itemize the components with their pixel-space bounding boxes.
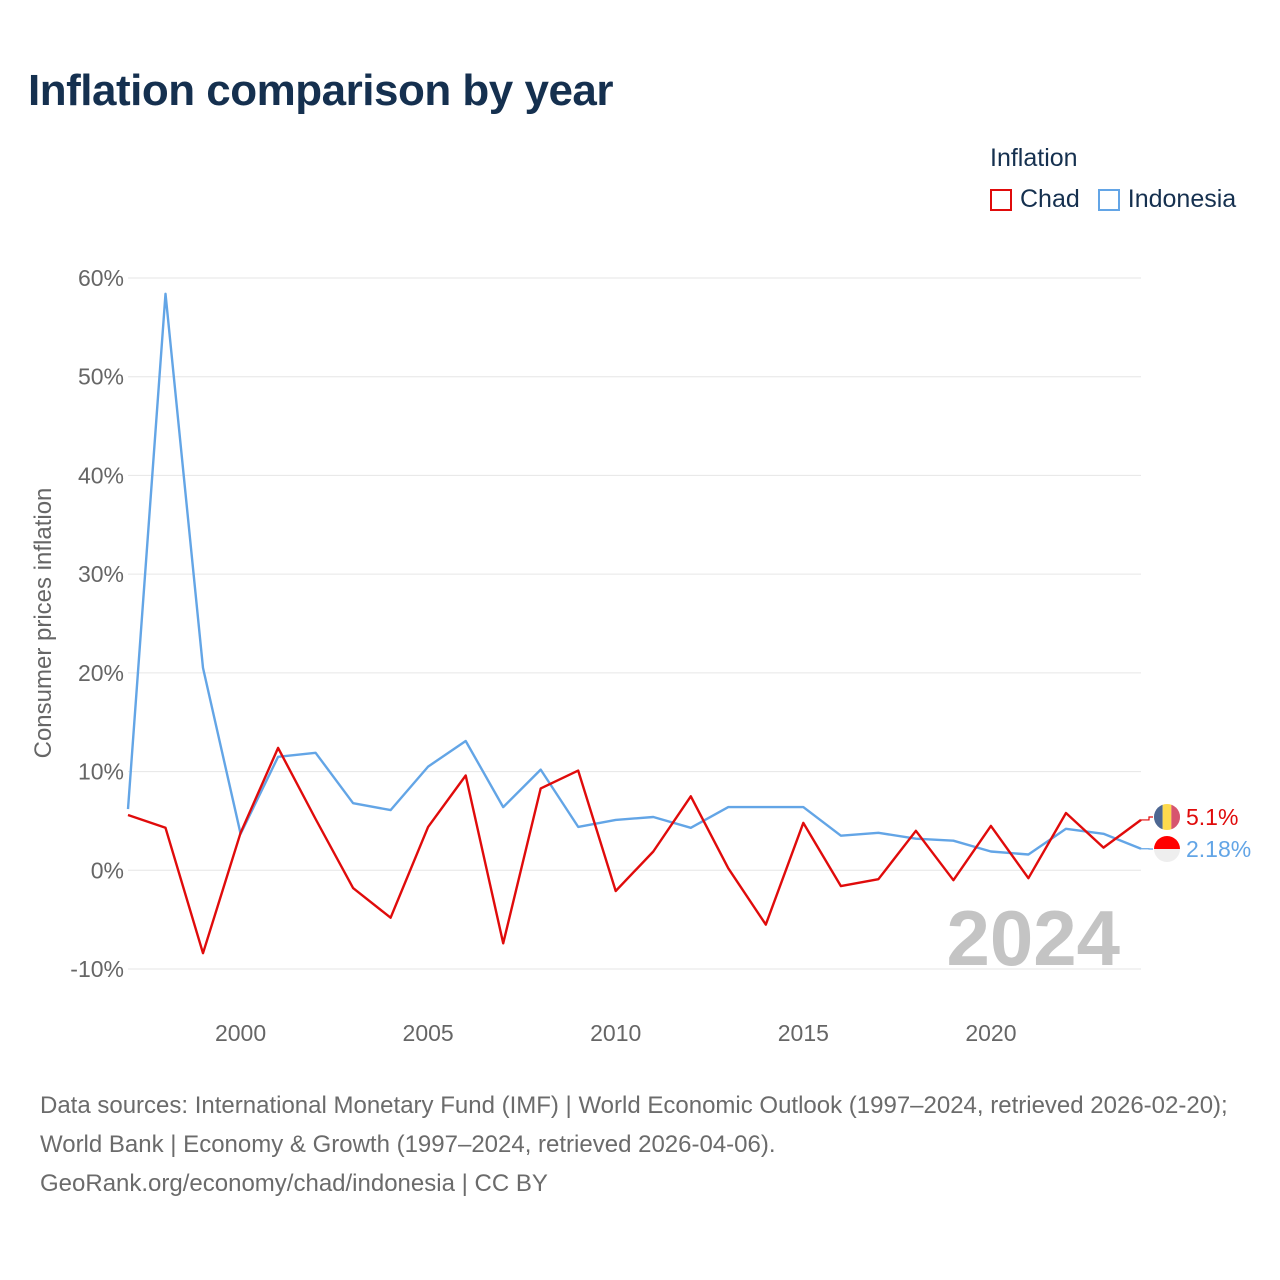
gridlines [128, 277, 1141, 970]
legend-swatch-indonesia [1097, 188, 1120, 211]
x-tick-label: 2010 [590, 1020, 641, 1046]
end-markers: 5.1% 2.18% [1141, 804, 1251, 862]
chart-title: Inflation comparison by year [28, 66, 614, 115]
legend-swatch-chad [990, 188, 1012, 211]
x-tick-label: 2015 [778, 1020, 829, 1046]
end-connector [1141, 816, 1153, 821]
indonesia-flag-icon [1154, 836, 1180, 862]
y-tick-label: -10% [70, 956, 124, 982]
series-line-indonesia[interactable] [126, 292, 1142, 856]
end-value-label-indonesia: 2.18% [1186, 836, 1251, 862]
data-sources: Data sources: International Monetary Fun… [40, 1086, 1250, 1203]
legend-item-indonesia[interactable]: Indonesia [1097, 185, 1237, 214]
chad-flag-icon [1154, 804, 1180, 830]
x-tick-label: 2020 [965, 1020, 1016, 1046]
y-tick-label: 20% [78, 660, 124, 686]
legend-item-chad[interactable]: Chad [990, 185, 1080, 214]
legend: Chad Indonesia [990, 185, 1236, 214]
series-lines [126, 292, 1142, 955]
y-tick-label: 10% [78, 759, 124, 785]
y-tick-label: 0% [91, 857, 124, 883]
source-link[interactable]: GeoRank.org/economy/chad/indonesia | CC … [40, 1170, 548, 1197]
series-line-chad[interactable] [127, 746, 1142, 955]
legend-title: Inflation [990, 144, 1078, 172]
y-axis-ticks: -10% 0% 10% 20% 30% 40% 50% 60% [70, 265, 124, 982]
x-tick-label: 2005 [403, 1020, 454, 1046]
line-chart: -10% 0% 10% 20% 30% 40% 50% 60% 2000 2005 2010 201… [30, 265, 1251, 1046]
y-tick-label: 50% [78, 364, 124, 390]
legend-label-indonesia: Indonesia [1127, 185, 1237, 213]
end-value-label-chad: 5.1% [1186, 804, 1238, 830]
y-axis-label: Consumer prices inflation [30, 488, 57, 759]
source-line: Data sources: International Monetary Fun… [40, 1092, 1228, 1158]
y-tick-label: 30% [78, 561, 124, 587]
year-watermark: 2024 [946, 894, 1120, 982]
y-tick-label: 60% [78, 265, 124, 291]
x-tick-label: 2000 [215, 1020, 266, 1046]
legend-label-chad: Chad [1020, 185, 1080, 213]
y-tick-label: 40% [78, 462, 124, 488]
x-axis-ticks: 2000 2005 2010 2015 2020 [215, 1020, 1017, 1046]
